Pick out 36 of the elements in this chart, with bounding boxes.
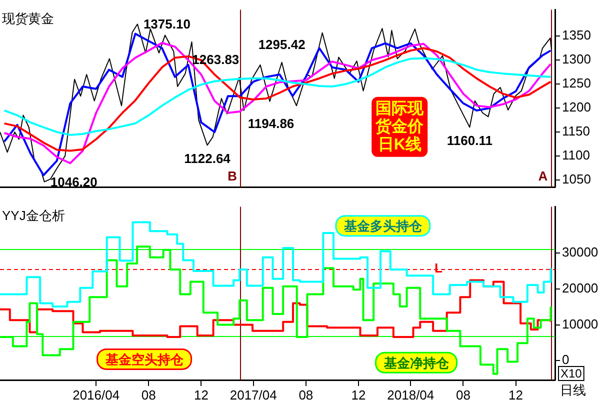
annotation: 1295.42: [258, 36, 306, 52]
x-tick-label: 08: [456, 387, 470, 400]
y-tick-label: 10000: [562, 316, 598, 332]
ref-line-label: A: [538, 168, 548, 184]
annotation: 国际现货金价日K线: [374, 100, 425, 154]
chart-title: YYJ金仓析: [2, 208, 65, 223]
y-tick-label: 1350: [562, 28, 591, 43]
annotation: 1194.86: [248, 116, 294, 132]
y-tick-label: 30000: [562, 244, 598, 260]
y-tick-label: 1200: [562, 100, 591, 115]
text: 日线: [560, 382, 586, 398]
x-tick-label: 08: [298, 387, 314, 400]
series-label: 基金多头持仓: [342, 218, 423, 234]
x-tick-label: 12: [508, 387, 524, 400]
annotation: 1160.11: [446, 132, 492, 148]
annotation: 1122.64: [184, 150, 232, 166]
series-label: 基金净持仓: [382, 355, 450, 370]
y-tick-label: 1100: [562, 148, 590, 163]
ref-line-label: B: [228, 168, 238, 184]
y-tick-label: 1150: [562, 124, 590, 139]
x-tick-label: 2016/04: [72, 387, 120, 400]
annotation: 1375.10: [143, 16, 190, 32]
y-tick-label: 0: [562, 352, 570, 368]
x-tick-label: 08: [141, 387, 156, 400]
y-tick-label: 1250: [562, 76, 591, 91]
annotation: 1046.20: [50, 174, 98, 190]
text: X10: [560, 366, 582, 380]
series-label: 基金空头持仓: [104, 352, 184, 367]
x-tick-label: 2018/04: [387, 387, 434, 400]
y-tick-label: 1050: [562, 172, 591, 187]
x-tick-label: 12: [194, 387, 208, 400]
y-tick-label: 20000: [562, 280, 598, 296]
y-tick-label: 1300: [562, 52, 591, 67]
chart-title: 现货黄金: [2, 10, 54, 26]
x-tick-label: 2017/04: [230, 387, 277, 400]
x-tick-label: 12: [351, 387, 366, 400]
